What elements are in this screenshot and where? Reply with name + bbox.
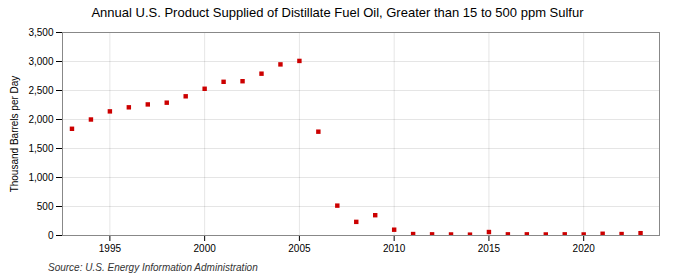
svg-text:3,000: 3,000 (28, 56, 53, 67)
svg-text:1995: 1995 (99, 243, 122, 254)
svg-text:Thousand Barrels per Day: Thousand Barrels per Day (9, 76, 20, 193)
svg-text:1,500: 1,500 (28, 143, 53, 154)
svg-text:2,000: 2,000 (28, 114, 53, 125)
svg-text:2020: 2020 (573, 243, 596, 254)
svg-text:2015: 2015 (478, 243, 501, 254)
html-text:Source: U.S. Energy Informatio: Source: U.S. Energy Information Administ… (48, 262, 258, 273)
svg-text:3,500: 3,500 (28, 27, 53, 38)
svg-text:1,000: 1,000 (28, 172, 53, 183)
svg-text:0: 0 (48, 230, 54, 241)
svg-text:2000: 2000 (194, 243, 217, 254)
svg-text:500: 500 (37, 201, 54, 212)
svg-text:2,500: 2,500 (28, 85, 53, 96)
svg-text:2005: 2005 (288, 243, 311, 254)
svg-text:2010: 2010 (383, 243, 406, 254)
html-text:Annual U.S. Product Supplied o: Annual U.S. Product Supplied of Distilla… (91, 5, 584, 20)
